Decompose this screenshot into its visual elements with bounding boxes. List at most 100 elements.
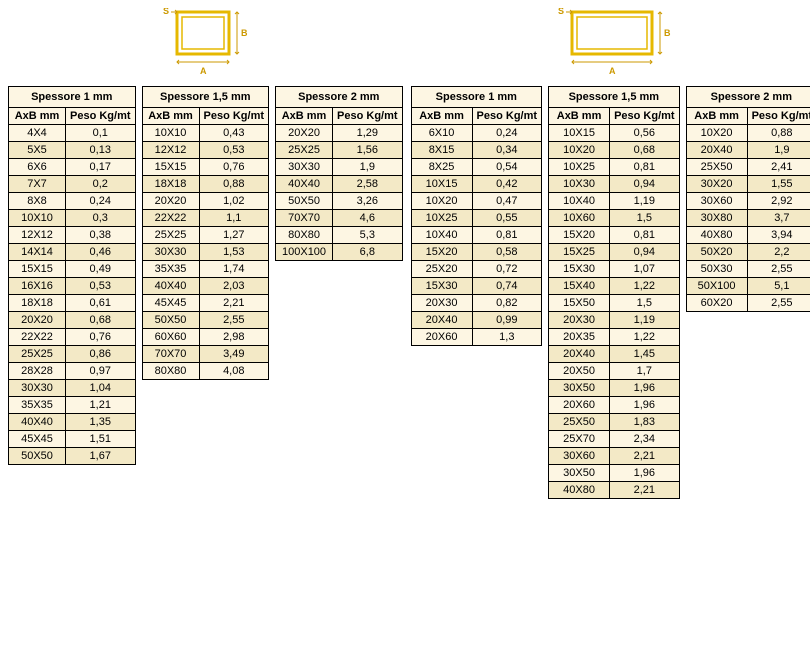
table-row: 40X401,35 (9, 414, 136, 431)
table-row: 50X502,55 (142, 312, 269, 329)
rectangle-group: SBASpessore 1 mmAxB mmPeso Kg/mt6X100,24… (411, 8, 810, 499)
cell-axb: 15X20 (411, 244, 472, 261)
cell-axb: 14X14 (9, 244, 66, 261)
cell-axb: 20X40 (686, 142, 747, 159)
table-row: 30X602,92 (686, 193, 810, 210)
cell-axb: 10X30 (549, 176, 610, 193)
cell-peso: 0,68 (66, 312, 136, 329)
cell-axb: 28X28 (9, 363, 66, 380)
cell-peso: 1,02 (199, 193, 269, 210)
diagram-row: SBA (411, 8, 810, 78)
cell-peso: 0,47 (472, 193, 542, 210)
table-row: 18X180,88 (142, 176, 269, 193)
cell-peso: 0,53 (199, 142, 269, 159)
table-row: 70X703,49 (142, 346, 269, 363)
col-head-axb: AxB mm (9, 108, 66, 125)
cell-peso: 0,17 (66, 159, 136, 176)
table-row: 20X301,19 (549, 312, 680, 329)
svg-text:S: S (163, 8, 169, 16)
cell-peso: 0,88 (747, 125, 810, 142)
cell-peso: 1,21 (66, 397, 136, 414)
cell-axb: 8X8 (9, 193, 66, 210)
cell-axb: 50X100 (686, 278, 747, 295)
cell-peso: 0,56 (610, 125, 680, 142)
cell-axb: 8X15 (411, 142, 472, 159)
col-head-peso: Peso Kg/mt (747, 108, 810, 125)
table-row: 15X200,81 (549, 227, 680, 244)
spec-table: Spessore 1,5 mmAxB mmPeso Kg/mt10X100,43… (142, 86, 270, 380)
table-title: Spessore 1 mm (411, 87, 542, 108)
cell-peso: 0,2 (66, 176, 136, 193)
table-row: 20X201,02 (142, 193, 269, 210)
col-head-peso: Peso Kg/mt (472, 108, 542, 125)
cell-peso: 2,55 (747, 261, 810, 278)
cell-axb: 5X5 (9, 142, 66, 159)
table-row: 20X601,3 (411, 329, 542, 346)
cell-peso: 0,43 (199, 125, 269, 142)
cell-peso: 1,7 (610, 363, 680, 380)
table-row: 10X100,3 (9, 210, 136, 227)
cell-peso: 4,6 (333, 210, 403, 227)
col-head-axb: AxB mm (549, 108, 610, 125)
cell-peso: 1,74 (199, 261, 269, 278)
table-row: 50X202,2 (686, 244, 810, 261)
cell-axb: 12X12 (142, 142, 199, 159)
table-row: 60X602,98 (142, 329, 269, 346)
cell-peso: 1,19 (610, 312, 680, 329)
cell-axb: 4X4 (9, 125, 66, 142)
table-row: 15X200,58 (411, 244, 542, 261)
table-row: 10X601,5 (549, 210, 680, 227)
cell-peso: 1,1 (199, 210, 269, 227)
cell-peso: 1,53 (199, 244, 269, 261)
cell-peso: 0,76 (199, 159, 269, 176)
cell-peso: 0,38 (66, 227, 136, 244)
cell-axb: 35X35 (9, 397, 66, 414)
square-tube-diagram: SBA (159, 8, 251, 78)
cell-axb: 30X60 (549, 448, 610, 465)
table-row: 16X160,53 (9, 278, 136, 295)
cell-peso: 0,74 (472, 278, 542, 295)
cell-peso: 0,13 (66, 142, 136, 159)
cell-axb: 10X40 (549, 193, 610, 210)
cell-peso: 3,7 (747, 210, 810, 227)
cell-peso: 2,98 (199, 329, 269, 346)
cell-axb: 10X20 (549, 142, 610, 159)
cell-peso: 0,94 (610, 176, 680, 193)
table-title: Spessore 2 mm (686, 87, 810, 108)
cell-peso: 1,56 (333, 142, 403, 159)
table-row: 70X704,6 (276, 210, 403, 227)
cell-peso: 6,8 (333, 244, 403, 261)
cell-peso: 0,24 (472, 125, 542, 142)
cell-axb: 25X50 (549, 414, 610, 431)
cell-peso: 0,81 (610, 227, 680, 244)
svg-text:B: B (241, 28, 248, 38)
cell-axb: 10X40 (411, 227, 472, 244)
table-title: Spessore 1,5 mm (142, 87, 269, 108)
spec-table: Spessore 1 mmAxB mmPeso Kg/mt6X100,248X1… (411, 86, 543, 346)
cell-axb: 20X40 (411, 312, 472, 329)
cell-peso: 0,76 (66, 329, 136, 346)
table-row: 10X401,19 (549, 193, 680, 210)
cell-axb: 70X70 (142, 346, 199, 363)
cell-axb: 18X18 (142, 176, 199, 193)
cell-axb: 30X30 (9, 380, 66, 397)
cell-axb: 30X50 (549, 380, 610, 397)
table-row: 15X401,22 (549, 278, 680, 295)
table-row: 7X70,2 (9, 176, 136, 193)
cell-axb: 20X30 (549, 312, 610, 329)
table-title: Spessore 2 mm (276, 87, 403, 108)
cell-axb: 10X15 (549, 125, 610, 142)
table-row: 8X150,34 (411, 142, 542, 159)
cell-peso: 1,55 (747, 176, 810, 193)
cell-axb: 10X25 (549, 159, 610, 176)
cell-peso: 1,96 (610, 465, 680, 482)
table-row: 45X451,51 (9, 431, 136, 448)
table-row: 15X300,74 (411, 278, 542, 295)
table-row: 15X301,07 (549, 261, 680, 278)
cell-axb: 20X50 (549, 363, 610, 380)
table-row: 25X250,86 (9, 346, 136, 363)
col-head-peso: Peso Kg/mt (66, 108, 136, 125)
cell-peso: 2,55 (199, 312, 269, 329)
table-row: 6X60,17 (9, 159, 136, 176)
cell-axb: 6X10 (411, 125, 472, 142)
